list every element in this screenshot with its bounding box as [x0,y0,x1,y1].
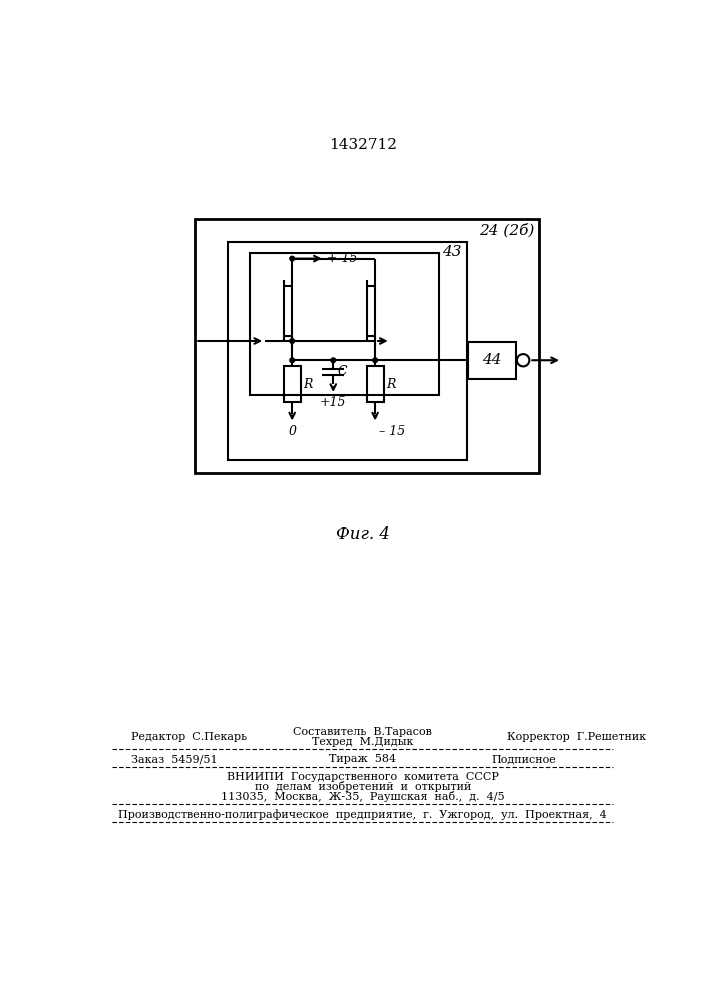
Text: 43: 43 [443,245,462,259]
Text: 24 (2б): 24 (2б) [479,224,534,238]
Text: 44: 44 [482,353,502,367]
Circle shape [290,339,295,343]
Circle shape [290,358,295,363]
Text: Корректор  Г.Решетник: Корректор Г.Решетник [507,732,646,742]
Circle shape [373,358,378,363]
Text: +15: +15 [320,396,346,409]
Text: Производственно-полиграфическое  предприятие,  г.  Ужгород,  ул.  Проектная,  4: Производственно-полиграфическое предприя… [118,809,607,820]
Bar [228,242,467,460]
Text: Техред  М.Дидык: Техред М.Дидык [312,737,414,747]
Text: – 15: – 15 [379,425,405,438]
Text: Заказ  5459/51: Заказ 5459/51 [131,754,218,764]
Text: 1432712: 1432712 [329,138,397,152]
Text: Редактор  С.Пекарь: Редактор С.Пекарь [131,732,247,742]
Bar [250,253,440,395]
Bar [284,366,300,402]
Text: 0: 0 [288,425,296,438]
Bar [468,342,516,379]
Text: + 15: + 15 [327,252,358,265]
Bar [195,219,539,473]
Text: по  делам  изобретений  и  открытий: по делам изобретений и открытий [255,781,471,792]
Text: R: R [386,378,395,391]
Circle shape [331,358,336,363]
Text: Составитель  В.Тарасов: Составитель В.Тарасов [293,727,432,737]
Text: R: R [303,378,312,391]
Text: Подписное: Подписное [491,754,556,764]
Text: Тираж  584: Тираж 584 [329,754,397,764]
Text: 113035,  Москва,  Ж-35,  Раушская  наб.,  д.  4/5: 113035, Москва, Ж-35, Раушская наб., д. … [221,791,505,802]
Text: ВНИИПИ  Государственного  комитета  СССР: ВНИИПИ Государственного комитета СССР [227,772,498,782]
Bar [367,366,384,402]
Text: C: C [337,365,346,378]
Circle shape [290,256,295,261]
Text: Фиг. 4: Фиг. 4 [336,526,390,543]
